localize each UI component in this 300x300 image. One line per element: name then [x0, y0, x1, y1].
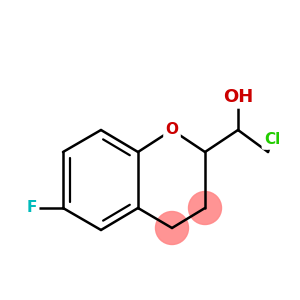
Text: Cl: Cl — [264, 133, 280, 148]
Circle shape — [188, 191, 221, 224]
Text: F: F — [27, 200, 37, 215]
Circle shape — [155, 212, 188, 244]
Text: O: O — [166, 122, 178, 137]
Text: OH: OH — [223, 88, 253, 106]
